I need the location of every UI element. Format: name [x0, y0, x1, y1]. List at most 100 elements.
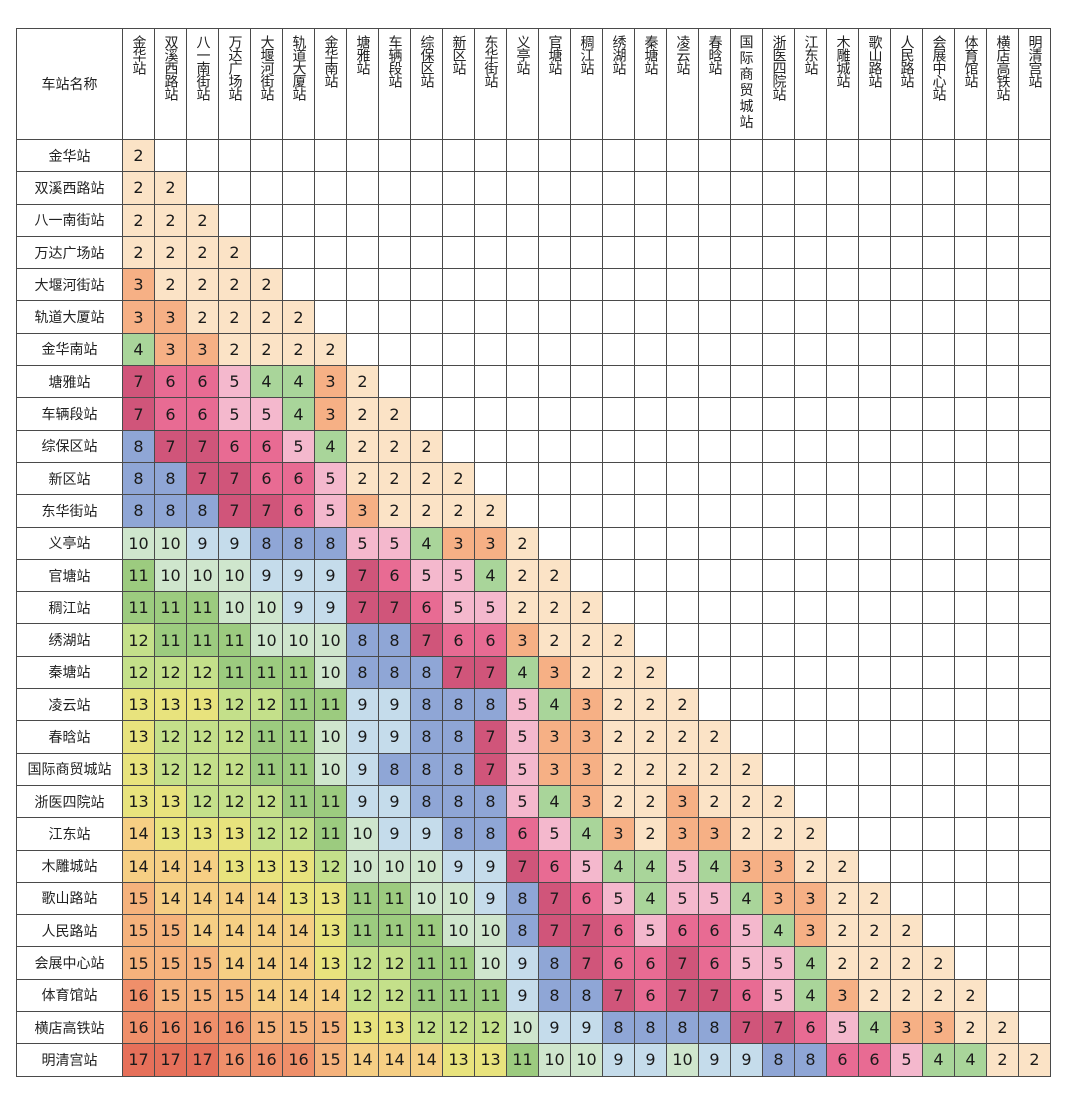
empty-cell	[634, 235, 667, 270]
empty-cell	[986, 171, 1019, 205]
fare-cell: 8	[666, 1011, 699, 1045]
table-row: 双溪西路站 2 2	[16, 171, 1051, 205]
empty-cell	[410, 171, 443, 205]
fare-cell: 14	[218, 914, 251, 948]
column-header-station: 万达广场站	[218, 28, 251, 140]
fare-cell: 2	[922, 978, 955, 1013]
fare-cell: 13	[282, 881, 315, 916]
empty-cell	[346, 268, 379, 302]
empty-cell	[858, 849, 891, 883]
empty-cell	[442, 268, 475, 302]
empty-cell	[154, 138, 187, 173]
empty-cell	[954, 138, 987, 173]
fare-cell: 14	[282, 914, 315, 948]
empty-cell	[1018, 429, 1051, 463]
column-header-station: 大堰河街站	[250, 28, 283, 140]
empty-cell	[730, 526, 763, 560]
fare-cell: 7	[346, 591, 379, 625]
column-header-label: 金华站	[130, 35, 147, 74]
fare-cell: 11	[282, 688, 315, 722]
table-row: 官塘站 11 10 10 10 9 9 9 7 6 5 5 4 2 2	[16, 558, 1051, 593]
row-header-station: 江东站	[16, 817, 123, 851]
empty-cell	[954, 494, 987, 528]
column-header-label: 万达广场站	[226, 35, 243, 100]
fare-cell: 12	[474, 1011, 507, 1045]
empty-cell	[922, 397, 955, 431]
fare-cell: 9	[218, 526, 251, 560]
row-header-station: 官塘站	[16, 558, 123, 593]
empty-cell	[986, 591, 1019, 625]
fare-cell: 2	[954, 978, 987, 1013]
fare-cell: 15	[186, 978, 219, 1013]
empty-cell	[890, 138, 923, 173]
fare-cell: 9	[570, 1011, 603, 1045]
fare-cell: 8	[154, 494, 187, 528]
fare-cell: 2	[666, 720, 699, 754]
fare-cell: 2	[442, 461, 475, 496]
fare-cell: 12	[378, 946, 411, 980]
empty-cell	[890, 623, 923, 657]
empty-cell	[698, 623, 731, 657]
fare-cell: 7	[538, 881, 571, 916]
empty-cell	[762, 752, 795, 786]
empty-cell	[986, 332, 1019, 367]
empty-cell	[922, 720, 955, 754]
row-header-station: 绣湖站	[16, 623, 123, 657]
empty-cell	[698, 332, 731, 367]
fare-cell: 5	[730, 946, 763, 980]
fare-cell: 6	[634, 946, 667, 980]
fare-cell: 9	[602, 1043, 635, 1077]
fare-cell: 10	[410, 849, 443, 883]
empty-cell	[538, 203, 571, 237]
table-row: 八一南街站 2 2 2	[16, 203, 1051, 237]
empty-cell	[986, 461, 1019, 496]
fare-cell: 7	[570, 914, 603, 948]
fare-cell: 13	[282, 849, 315, 883]
empty-cell	[762, 494, 795, 528]
empty-cell	[986, 752, 1019, 786]
row-header-station: 义亭站	[16, 526, 123, 560]
fare-cell: 8	[346, 655, 379, 690]
fare-cell: 2	[922, 946, 955, 980]
empty-cell	[666, 171, 699, 205]
empty-cell	[506, 397, 539, 431]
fare-cell: 8	[154, 461, 187, 496]
fare-cell: 2	[634, 752, 667, 786]
empty-cell	[474, 300, 507, 334]
fare-cell: 13	[314, 946, 347, 980]
fare-cell: 13	[122, 688, 155, 722]
fare-cell: 7	[730, 1011, 763, 1045]
header-row: 车站名称 金华站 双溪西路站 八一南街站 万达广场站 大堰河街站 轨道大厦站 金华南站 塘雅站…	[16, 28, 1051, 140]
empty-cell	[250, 171, 283, 205]
empty-cell	[282, 235, 315, 270]
fare-cell: 6	[666, 914, 699, 948]
fare-cell: 12	[186, 784, 219, 819]
empty-cell	[1018, 494, 1051, 528]
fare-cell: 15	[282, 1011, 315, 1045]
fare-cell: 12	[250, 817, 283, 851]
fare-cell: 11	[218, 623, 251, 657]
fare-cell: 10	[218, 591, 251, 625]
fare-cell: 17	[154, 1043, 187, 1077]
fare-cell: 5	[378, 526, 411, 560]
fare-cell: 7	[218, 494, 251, 528]
fare-cell: 8	[442, 752, 475, 786]
empty-cell	[282, 171, 315, 205]
empty-cell	[506, 365, 539, 399]
empty-cell	[346, 300, 379, 334]
fare-cell: 12	[378, 978, 411, 1013]
fare-cell: 11	[186, 591, 219, 625]
empty-cell	[890, 203, 923, 237]
table-row: 大堰河街站 3 2 2 2 2	[16, 268, 1051, 302]
row-header-station: 明清宫站	[16, 1043, 123, 1077]
empty-cell	[858, 752, 891, 786]
fare-cell: 11	[474, 978, 507, 1013]
empty-cell	[826, 332, 859, 367]
empty-cell	[666, 268, 699, 302]
column-header-station: 歌山路站	[858, 28, 891, 140]
fare-cell: 13	[154, 688, 187, 722]
fare-cell: 12	[186, 655, 219, 690]
fare-cell: 2	[634, 720, 667, 754]
fare-cell: 8	[250, 526, 283, 560]
row-header-station: 凌云站	[16, 688, 123, 722]
